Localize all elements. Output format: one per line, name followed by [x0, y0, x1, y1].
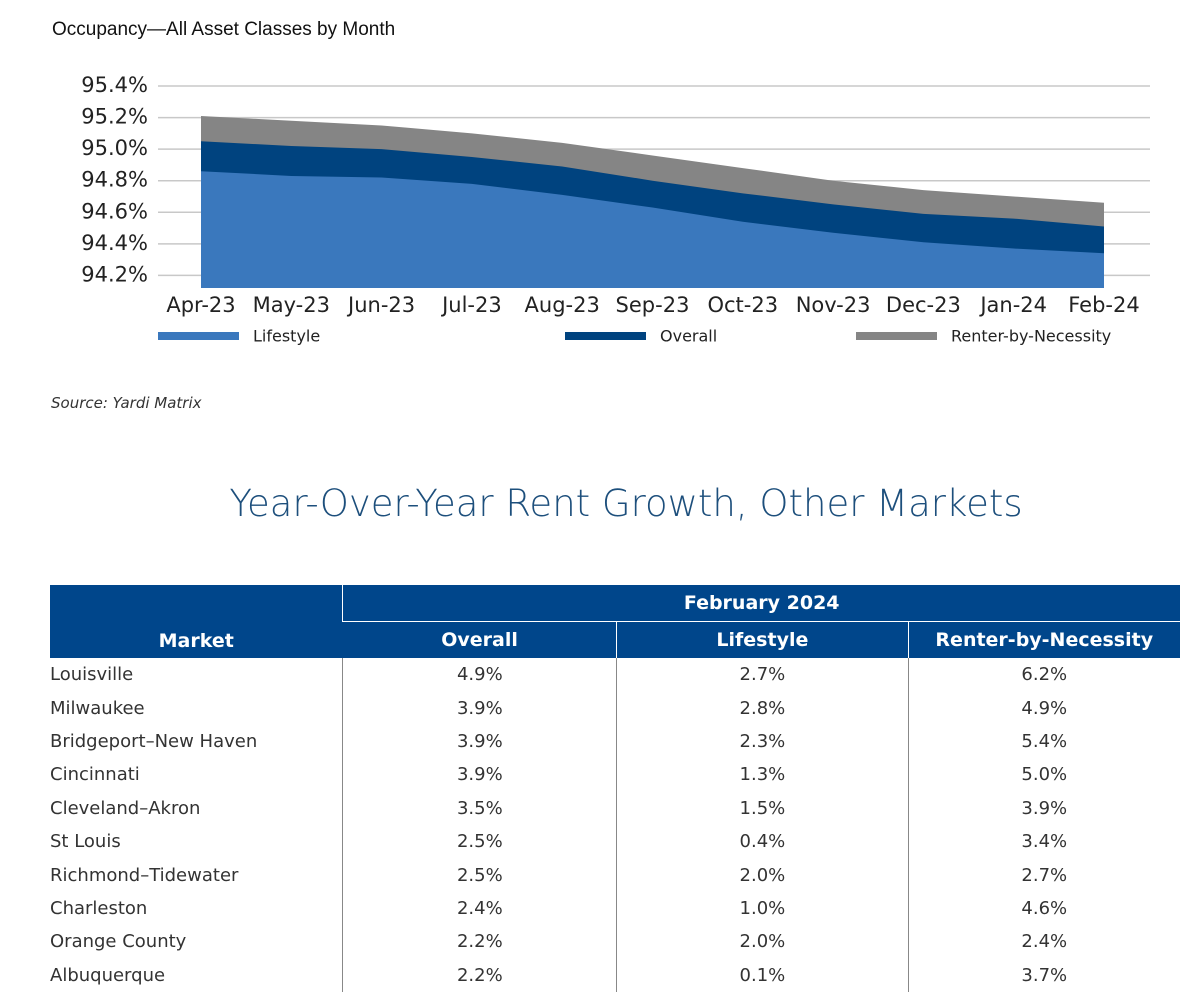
table-row: Bridgeport–New Haven 3.9% 2.3% 5.4%: [50, 724, 1180, 759]
y-tick-label: 94.4%: [81, 231, 148, 255]
table-cell: 2.4%: [907, 925, 1180, 959]
x-tick-label: Feb-24: [1068, 293, 1139, 317]
table-cell: 6.2%: [907, 658, 1180, 692]
table: Market February 2024 Overall Lifestyle Rente…: [50, 585, 1180, 992]
x-tick-label: Nov-23: [796, 293, 871, 317]
table-cell: 1.3%: [616, 758, 909, 792]
table-row: Louisville 4.9% 2.7% 6.2%: [50, 658, 1180, 692]
table-cell: Orange County: [50, 931, 187, 953]
table-cell: 3.7%: [907, 958, 1180, 992]
table-cell: 4.6%: [907, 891, 1180, 926]
table-row: Cleveland–Akron 3.5% 1.5% 3.9%: [50, 791, 1180, 825]
table-cell: Cincinnati: [50, 764, 140, 786]
table-cell: Richmond–Tidewater: [50, 864, 239, 886]
table-cell: 3.4%: [907, 824, 1180, 859]
column-header: Market: [50, 585, 343, 658]
table-cell: 2.0%: [616, 858, 909, 892]
table-cell: 2.2%: [342, 958, 617, 992]
area: [201, 171, 1104, 288]
column-header: Overall: [342, 621, 617, 658]
header-row: Overall Lifestyle Renter-by-Necessity: [50, 621, 1180, 658]
table-cell: 2.8%: [616, 691, 909, 725]
y-tick-label: 95.4%: [81, 73, 148, 97]
column-header: Renter-by-Necessity: [907, 621, 1180, 658]
source: Source: Yardi Matrix: [51, 394, 202, 412]
x-tick-label: Dec-23: [886, 293, 961, 317]
y-tick-label: 94.6%: [81, 199, 148, 223]
x-tick-label: Sep-23: [616, 293, 690, 317]
table-row: Richmond–Tidewater 2.5% 2.0% 2.7%: [50, 858, 1180, 892]
table-cell: Albuquerque: [50, 964, 166, 986]
table-cell: 4.9%: [907, 691, 1180, 725]
table-cell: 2.7%: [907, 858, 1180, 892]
table-cell: 4.9%: [342, 658, 617, 692]
table-cell: 2.3%: [616, 724, 909, 759]
x-tick-label: Aug-23: [525, 293, 600, 317]
legend-label: Lifestyle: [253, 327, 320, 346]
x-tick-label: Apr-23: [166, 293, 235, 317]
table-cell: Louisville: [50, 664, 134, 686]
table-cell: 3.9%: [342, 758, 617, 792]
y-tick-label: 95.2%: [81, 105, 148, 129]
table-row: Albuquerque 2.2% 0.1% 3.7%: [50, 958, 1180, 992]
legend-swatch: [158, 332, 239, 340]
x-tick-label: Oct-23: [707, 293, 778, 317]
x-tick-label: Jan-24: [978, 293, 1047, 317]
table-row: Cincinnati 3.9% 1.3% 5.0%: [50, 758, 1180, 792]
table-cell: 3.5%: [342, 791, 617, 825]
table-cell: 5.0%: [907, 758, 1180, 792]
table-row: Orange County 2.2% 2.0% 2.4%: [50, 925, 1180, 959]
table-cell: Bridgeport–New Haven: [50, 730, 258, 752]
chart: Occupancy—All Asset Classes by Month 94.…: [52, 19, 1150, 346]
table-cell: 2.4%: [342, 891, 617, 926]
table-title: Year-Over-Year Rent Growth, Other Market…: [229, 482, 1023, 525]
table-cell: Milwaukee: [50, 697, 145, 719]
table-cell: St Louis: [50, 831, 121, 853]
x-tick-label: May-23: [253, 293, 330, 317]
table-row: Milwaukee 3.9% 2.8% 4.9%: [50, 691, 1180, 725]
y-tick-label: 94.2%: [81, 262, 148, 286]
chart-title: Occupancy—All Asset Classes by Month: [52, 19, 395, 40]
table-cell: 3.9%: [342, 691, 617, 725]
table-row: Charleston 2.4% 1.0% 4.6%: [50, 891, 1180, 926]
table-row: St Louis 2.5% 0.4% 3.4%: [50, 824, 1180, 859]
table-cell: 2.7%: [616, 658, 909, 692]
table-cell: Cleveland–Akron: [50, 797, 201, 819]
table-cell: Charleston: [50, 897, 148, 919]
y-tick-label: 94.8%: [81, 168, 148, 192]
table-cell: 2.5%: [342, 824, 617, 859]
table-cell: 1.5%: [616, 791, 909, 825]
table-cell: 2.0%: [616, 925, 909, 959]
table-cell: 0.4%: [616, 824, 909, 859]
x-tick-label: Jun-23: [346, 293, 415, 317]
table-cell: 1.0%: [616, 891, 909, 926]
legend-label: Overall: [660, 327, 717, 346]
header-row: Market February 2024: [50, 585, 1180, 658]
table-cell: 2.5%: [342, 858, 617, 892]
table-cell: 3.9%: [907, 791, 1180, 825]
group-header: February 2024: [342, 585, 1180, 622]
column-header: Lifestyle: [616, 621, 909, 658]
y-tick-label: 95.0%: [81, 136, 148, 160]
legend-label: Renter-by-Necessity: [951, 327, 1111, 346]
table-cell: 3.9%: [342, 724, 617, 759]
table-cell: 0.1%: [616, 958, 909, 992]
table-cell: 5.4%: [907, 724, 1180, 759]
legend-swatch: [565, 332, 646, 340]
x-tick-label: Jul-23: [440, 293, 502, 317]
legend-swatch: [856, 332, 937, 340]
table-cell: 2.2%: [342, 925, 617, 959]
